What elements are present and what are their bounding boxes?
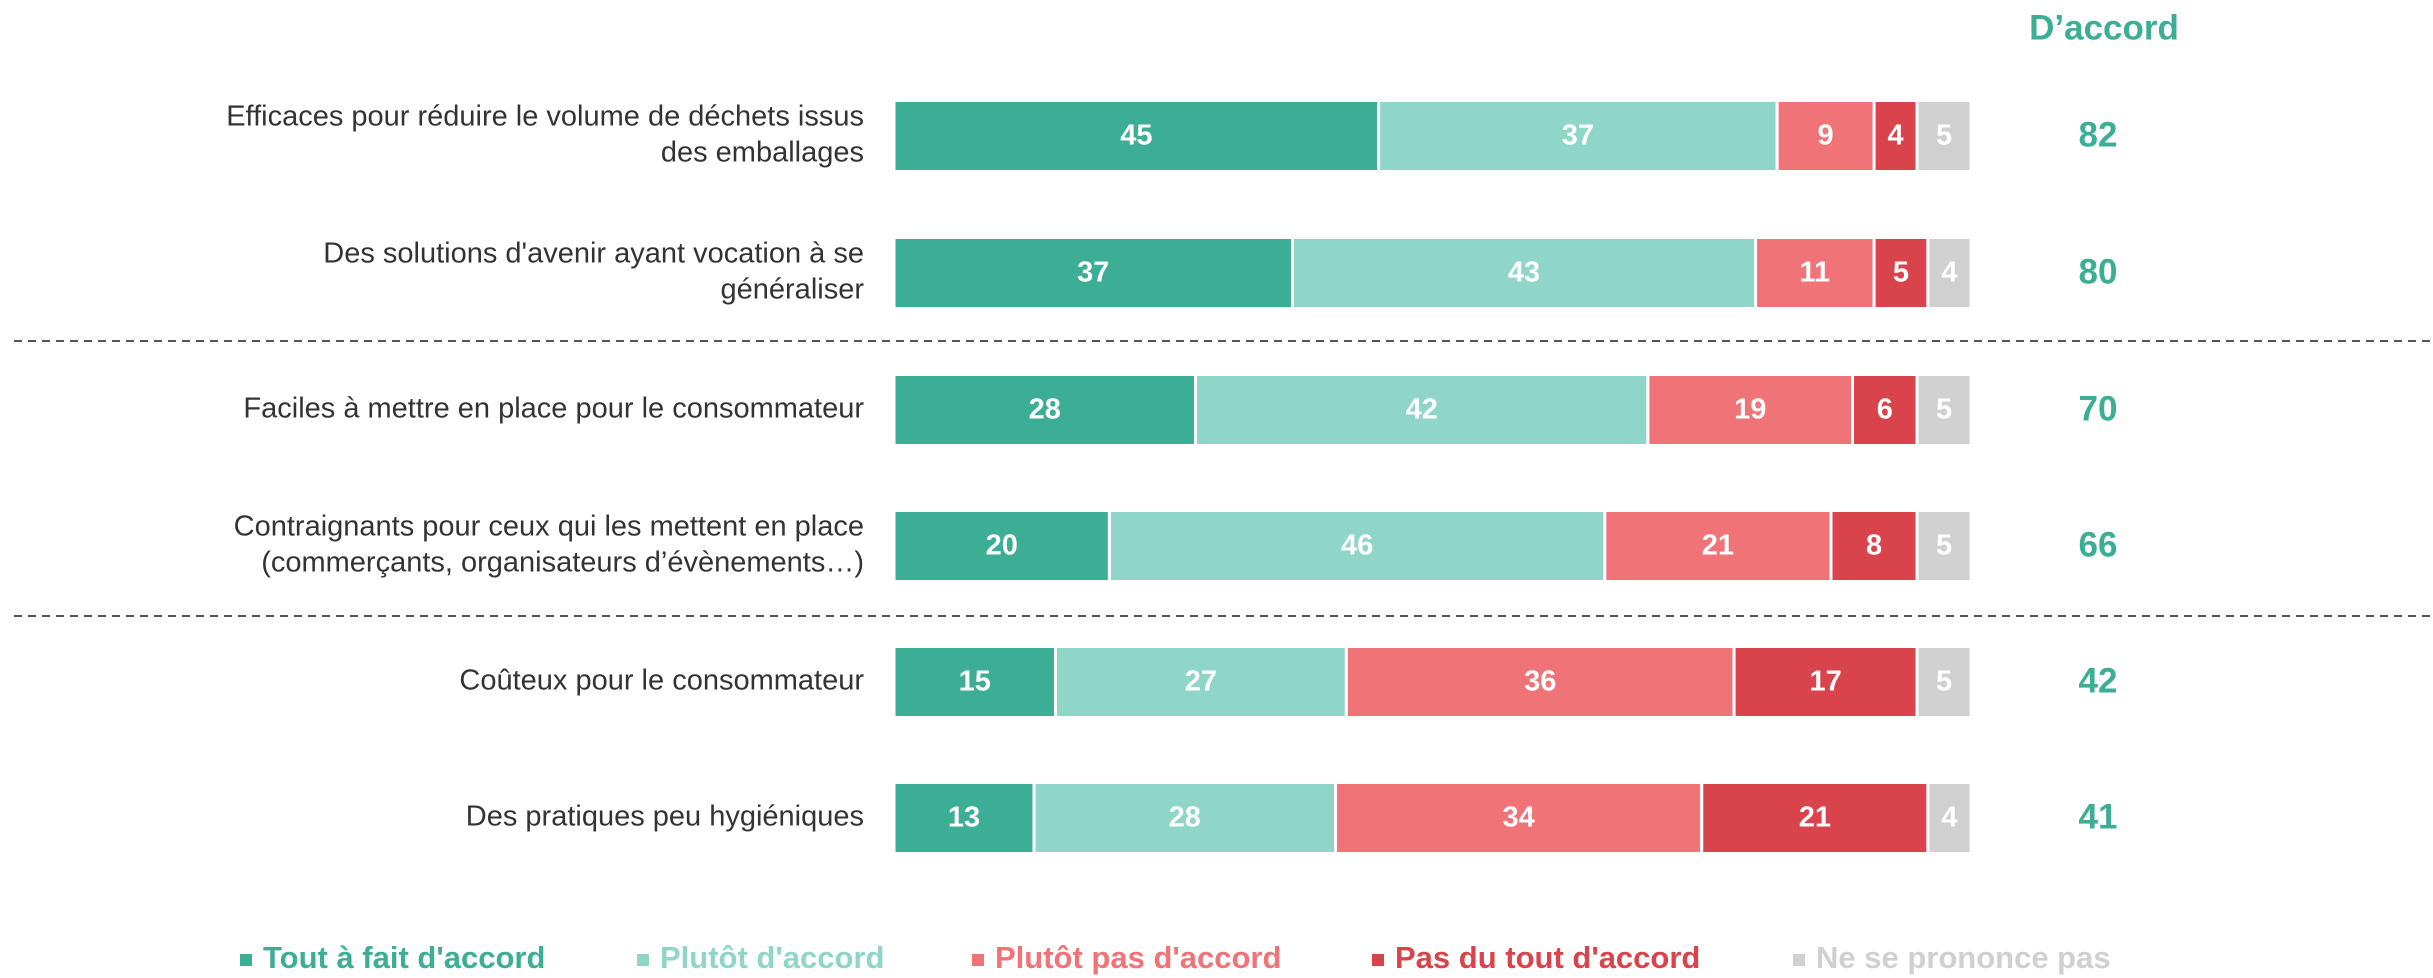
category-label: généraliser: [721, 274, 865, 306]
legend-label: Plutôt pas d'accord: [995, 940, 1281, 975]
bar-segment: [1872, 99, 1919, 173]
value-label: 46: [1341, 530, 1373, 562]
legend-swatch: [637, 954, 649, 966]
value-label: 15: [959, 666, 991, 698]
bar-segment: [1107, 509, 1607, 583]
legend-label: Pas du tout d'accord: [1395, 940, 1700, 975]
value-label: 20: [986, 530, 1018, 562]
bar-segment: [1915, 645, 1973, 719]
legend-swatch: [240, 954, 252, 966]
value-label: 4: [1941, 257, 1957, 289]
value-label: 45: [1120, 120, 1152, 152]
bar-segment: [1915, 99, 1973, 173]
value-label: 28: [1169, 802, 1201, 834]
bar-segment: [1194, 373, 1650, 447]
bar-segment: [1754, 236, 1876, 310]
value-label: 11: [1799, 257, 1830, 289]
bar-segment: [1915, 509, 1973, 583]
total-label: 82: [2079, 115, 2118, 154]
bar-segment: [1732, 645, 1919, 719]
category-label: Contraignants pour ceux qui les mettent …: [234, 511, 864, 543]
category-label: Coûteux pour le consommateur: [459, 665, 864, 697]
legend-swatch: [972, 954, 984, 966]
category-label: des emballages: [661, 137, 864, 169]
value-label: 4: [1888, 120, 1904, 152]
value-label: 43: [1508, 257, 1540, 289]
value-label: 4: [1941, 802, 1957, 834]
bar-segment: [1926, 236, 1973, 310]
legend-swatch: [1372, 954, 1384, 966]
legend-label: Tout à fait d'accord: [263, 940, 545, 975]
bar-segment: [1829, 509, 1919, 583]
value-label: 13: [948, 802, 980, 834]
value-label: 5: [1936, 120, 1952, 152]
category-label: Des solutions d'avenir ayant vocation à …: [323, 238, 864, 270]
value-label: 5: [1893, 257, 1909, 289]
value-label: 8: [1866, 530, 1882, 562]
value-label: 19: [1734, 394, 1766, 426]
value-label: 5: [1936, 394, 1952, 426]
value-label: 5: [1936, 666, 1952, 698]
category-label: Efficaces pour réduire le volume de déch…: [226, 101, 864, 133]
value-label: 9: [1818, 120, 1834, 152]
bar-segment: [892, 99, 1381, 173]
category-label: Des pratiques peu hygiéniques: [466, 801, 864, 833]
bar-segment: [892, 236, 1294, 310]
bar-segment: [892, 645, 1058, 719]
category-label: (commerçants, organisateurs d’évènements…: [261, 547, 864, 579]
bar-segment: [1344, 645, 1736, 719]
total-label: 42: [2079, 661, 2118, 700]
bar-segment: [1851, 373, 1919, 447]
value-label: 37: [1562, 120, 1594, 152]
value-label: 17: [1809, 666, 1841, 698]
bar-segment: [1926, 781, 1973, 855]
value-label: 21: [1702, 530, 1734, 562]
value-label: 21: [1799, 802, 1831, 834]
bar-segment: [892, 509, 1111, 583]
total-label: 70: [2079, 389, 2118, 428]
value-label: 5: [1936, 530, 1952, 562]
bar-segment: [1334, 781, 1704, 855]
value-label: 34: [1503, 802, 1535, 834]
total-label: 80: [2079, 252, 2118, 291]
legend-label: Ne se prononce pas: [1816, 940, 2111, 975]
value-label: 27: [1185, 666, 1217, 698]
legend-label: Plutôt d'accord: [660, 940, 884, 975]
category-label: Faciles à mettre en place pour le consom…: [243, 393, 864, 425]
bar-segment: [892, 781, 1036, 855]
bar-segment: [1032, 781, 1338, 855]
value-label: 6: [1877, 394, 1893, 426]
total-label: 66: [2079, 525, 2118, 564]
value-label: 36: [1524, 666, 1556, 698]
value-label: 37: [1077, 257, 1109, 289]
bar-segment: [1377, 99, 1779, 173]
value-label: 42: [1406, 394, 1438, 426]
value-label: 28: [1029, 394, 1061, 426]
totals-title: D’accord: [2029, 8, 2179, 47]
total-label: 41: [2079, 797, 2118, 836]
bar-segment: [1915, 373, 1973, 447]
bar-segment: [1054, 645, 1348, 719]
legend-swatch: [1793, 954, 1805, 966]
bar-segment: [1700, 781, 1930, 855]
